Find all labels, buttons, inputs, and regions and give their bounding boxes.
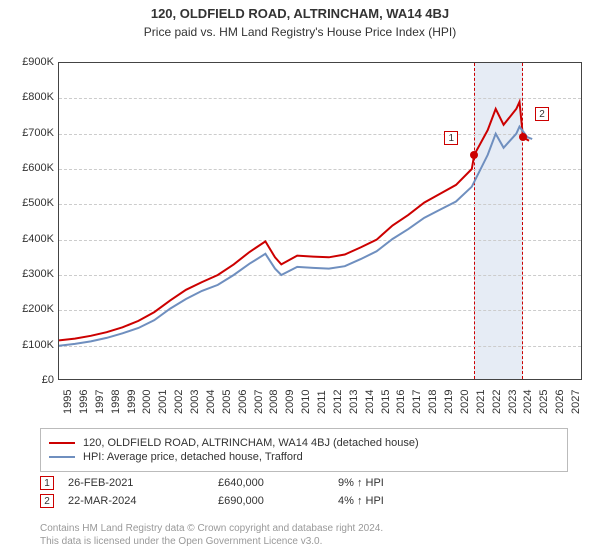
transaction-delta: 9% ↑ HPI [338, 477, 448, 489]
x-tick-label: 2010 [300, 390, 312, 414]
x-tick-label: 2008 [268, 390, 280, 414]
chart-container: { "title": "120, OLDFIELD ROAD, ALTRINCH… [0, 0, 600, 560]
x-tick-label: 2001 [157, 390, 169, 414]
y-tick-label: £400K [10, 233, 54, 245]
legend-label: HPI: Average price, detached house, Traf… [83, 451, 303, 463]
x-tick-label: 1995 [62, 390, 74, 414]
line-layer [59, 63, 582, 380]
x-tick-label: 2000 [141, 390, 153, 414]
x-tick-label: 2022 [491, 390, 503, 414]
x-tick-label: 2024 [522, 390, 534, 414]
y-tick-label: £900K [10, 56, 54, 68]
x-tick-label: 2018 [427, 390, 439, 414]
x-tick-label: 2012 [332, 390, 344, 414]
x-tick-label: 2021 [475, 390, 487, 414]
x-tick-label: 2014 [364, 390, 376, 414]
x-tick-label: 2017 [411, 390, 423, 414]
y-tick-label: £800K [10, 91, 54, 103]
marker-dot [519, 133, 527, 141]
x-tick-label: 2020 [459, 390, 471, 414]
x-tick-label: 2011 [316, 390, 328, 414]
legend-item: HPI: Average price, detached house, Traf… [49, 451, 559, 463]
x-tick-label: 2006 [237, 390, 249, 414]
x-tick-label: 1999 [126, 390, 138, 414]
x-tick-label: 1997 [94, 390, 106, 414]
transaction-delta: 4% ↑ HPI [338, 495, 448, 507]
x-tick-label: 2025 [538, 390, 550, 414]
chart-subtitle: Price paid vs. HM Land Registry's House … [0, 25, 600, 39]
x-tick-label: 1996 [78, 390, 90, 414]
y-tick-label: £600K [10, 162, 54, 174]
transaction-marker: 2 [40, 494, 54, 508]
chart-title: 120, OLDFIELD ROAD, ALTRINCHAM, WA14 4BJ [0, 0, 600, 21]
x-tick-label: 2005 [221, 390, 233, 414]
x-tick-label: 2015 [380, 390, 392, 414]
marker-dot [470, 151, 478, 159]
transaction-price: £690,000 [218, 495, 338, 507]
legend: 120, OLDFIELD ROAD, ALTRINCHAM, WA14 4BJ… [40, 428, 568, 472]
series-price_paid [59, 102, 529, 341]
x-tick-label: 2003 [189, 390, 201, 414]
y-tick-label: £0 [10, 374, 54, 386]
transaction-marker: 1 [40, 476, 54, 490]
x-tick-label: 2007 [253, 390, 265, 414]
x-tick-label: 2002 [173, 390, 185, 414]
x-tick-label: 2013 [348, 390, 360, 414]
x-tick-label: 2004 [205, 390, 217, 414]
x-tick-label: 2023 [507, 390, 519, 414]
x-tick-label: 2016 [395, 390, 407, 414]
chart-area: £0 £100K £200K £300K £400K £500K £600K £700K £80… [10, 58, 590, 418]
transactions-table: 1 26-FEB-2021£640,0009% ↑ HPI 2 22-MAR-2024… [40, 472, 568, 512]
x-tick-label: 2009 [284, 390, 296, 414]
y-tick-label: £100K [10, 339, 54, 351]
y-tick-label: £300K [10, 268, 54, 280]
legend-label: 120, OLDFIELD ROAD, ALTRINCHAM, WA14 4BJ… [83, 437, 419, 449]
legend-item: 120, OLDFIELD ROAD, ALTRINCHAM, WA14 4BJ… [49, 437, 559, 449]
series-hpi [59, 127, 532, 346]
marker-callout: 2 [535, 107, 549, 121]
x-tick-label: 2027 [570, 390, 582, 414]
transaction-price: £640,000 [218, 477, 338, 489]
footer: Contains HM Land Registry data © Crown c… [40, 522, 568, 548]
x-tick-label: 2026 [554, 390, 566, 414]
x-tick-label: 1998 [110, 390, 122, 414]
transaction-date: 22-MAR-2024 [68, 495, 218, 507]
y-tick-label: £200K [10, 303, 54, 315]
transaction-row: 1 26-FEB-2021£640,0009% ↑ HPI [40, 476, 568, 490]
y-tick-label: £700K [10, 127, 54, 139]
transaction-row: 2 22-MAR-2024£690,0004% ↑ HPI [40, 494, 568, 508]
legend-swatch [49, 442, 75, 444]
legend-swatch [49, 456, 75, 458]
footer-line-2: This data is licensed under the Open Gov… [40, 535, 568, 548]
x-tick-label: 2019 [443, 390, 455, 414]
plot-area: 12 [58, 62, 582, 380]
y-tick-label: £500K [10, 197, 54, 209]
marker-callout: 1 [444, 131, 458, 145]
transaction-date: 26-FEB-2021 [68, 477, 218, 489]
footer-line-1: Contains HM Land Registry data © Crown c… [40, 522, 568, 535]
